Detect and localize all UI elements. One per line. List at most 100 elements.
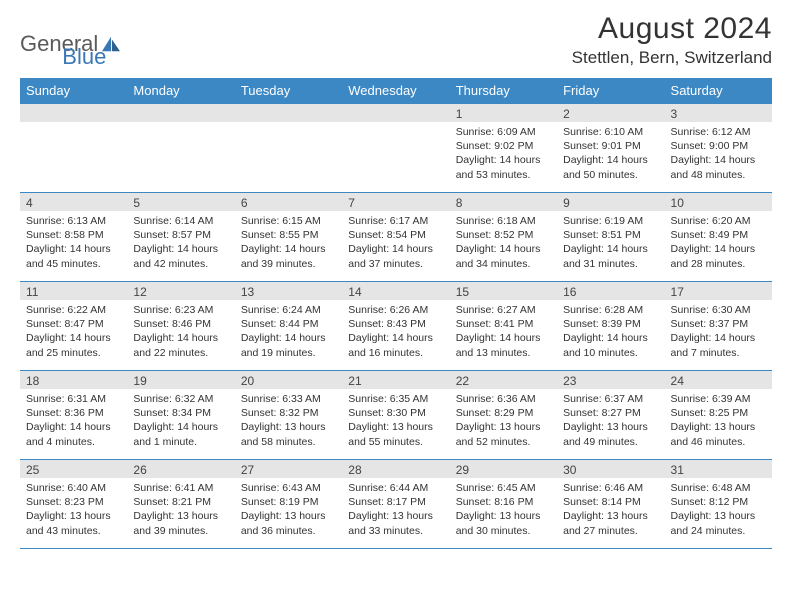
sunset-text: Sunset: 8:49 PM (671, 228, 766, 242)
day-body: Sunrise: 6:39 AMSunset: 8:25 PMDaylight:… (665, 389, 772, 453)
daylight-text: Daylight: 13 hours and 46 minutes. (671, 420, 766, 448)
sunset-text: Sunset: 8:41 PM (456, 317, 551, 331)
sunrise-text: Sunrise: 6:48 AM (671, 481, 766, 495)
daylight-text: Daylight: 14 hours and 34 minutes. (456, 242, 551, 270)
week-row: 25Sunrise: 6:40 AMSunset: 8:23 PMDayligh… (20, 459, 772, 549)
day-body: Sunrise: 6:12 AMSunset: 9:00 PMDaylight:… (665, 122, 772, 186)
day-headers: Sunday Monday Tuesday Wednesday Thursday… (20, 78, 772, 103)
sunrise-text: Sunrise: 6:35 AM (348, 392, 443, 406)
day-cell: 24Sunrise: 6:39 AMSunset: 8:25 PMDayligh… (665, 371, 772, 459)
daylight-text: Daylight: 14 hours and 48 minutes. (671, 153, 766, 181)
day-number: 3 (665, 104, 772, 122)
day-cell: 14Sunrise: 6:26 AMSunset: 8:43 PMDayligh… (342, 282, 449, 370)
sunrise-text: Sunrise: 6:13 AM (26, 214, 121, 228)
sunset-text: Sunset: 8:12 PM (671, 495, 766, 509)
day-body: Sunrise: 6:45 AMSunset: 8:16 PMDaylight:… (450, 478, 557, 542)
sunrise-text: Sunrise: 6:12 AM (671, 125, 766, 139)
day-cell: 11Sunrise: 6:22 AMSunset: 8:47 PMDayligh… (20, 282, 127, 370)
day-cell: 3Sunrise: 6:12 AMSunset: 9:00 PMDaylight… (665, 104, 772, 192)
day-body: Sunrise: 6:41 AMSunset: 8:21 PMDaylight:… (127, 478, 234, 542)
day-number: 23 (557, 371, 664, 389)
sunrise-text: Sunrise: 6:46 AM (563, 481, 658, 495)
daylight-text: Daylight: 14 hours and 13 minutes. (456, 331, 551, 359)
day-number (20, 104, 127, 122)
daylight-text: Daylight: 14 hours and 37 minutes. (348, 242, 443, 270)
day-number: 29 (450, 460, 557, 478)
daylight-text: Daylight: 13 hours and 52 minutes. (456, 420, 551, 448)
day-cell: 18Sunrise: 6:31 AMSunset: 8:36 PMDayligh… (20, 371, 127, 459)
sunrise-text: Sunrise: 6:14 AM (133, 214, 228, 228)
sunrise-text: Sunrise: 6:28 AM (563, 303, 658, 317)
day-cell: 1Sunrise: 6:09 AMSunset: 9:02 PMDaylight… (450, 104, 557, 192)
sunrise-text: Sunrise: 6:41 AM (133, 481, 228, 495)
day-cell: 26Sunrise: 6:41 AMSunset: 8:21 PMDayligh… (127, 460, 234, 548)
day-cell: 20Sunrise: 6:33 AMSunset: 8:32 PMDayligh… (235, 371, 342, 459)
day-number: 28 (342, 460, 449, 478)
day-body (342, 122, 449, 182)
day-number: 6 (235, 193, 342, 211)
sunset-text: Sunset: 8:46 PM (133, 317, 228, 331)
day-body: Sunrise: 6:18 AMSunset: 8:52 PMDaylight:… (450, 211, 557, 275)
day-body: Sunrise: 6:27 AMSunset: 8:41 PMDaylight:… (450, 300, 557, 364)
week-row: 1Sunrise: 6:09 AMSunset: 9:02 PMDaylight… (20, 103, 772, 192)
sunset-text: Sunset: 8:29 PM (456, 406, 551, 420)
day-body: Sunrise: 6:28 AMSunset: 8:39 PMDaylight:… (557, 300, 664, 364)
day-number: 19 (127, 371, 234, 389)
sunrise-text: Sunrise: 6:31 AM (26, 392, 121, 406)
day-cell (127, 104, 234, 192)
day-body: Sunrise: 6:22 AMSunset: 8:47 PMDaylight:… (20, 300, 127, 364)
sunset-text: Sunset: 8:34 PM (133, 406, 228, 420)
day-number: 24 (665, 371, 772, 389)
sunrise-text: Sunrise: 6:27 AM (456, 303, 551, 317)
day-body (127, 122, 234, 182)
sunrise-text: Sunrise: 6:40 AM (26, 481, 121, 495)
day-number: 7 (342, 193, 449, 211)
day-cell (235, 104, 342, 192)
day-number: 14 (342, 282, 449, 300)
sunset-text: Sunset: 8:14 PM (563, 495, 658, 509)
daylight-text: Daylight: 13 hours and 24 minutes. (671, 509, 766, 537)
day-cell: 16Sunrise: 6:28 AMSunset: 8:39 PMDayligh… (557, 282, 664, 370)
day-header-sat: Saturday (665, 78, 772, 103)
sunrise-text: Sunrise: 6:19 AM (563, 214, 658, 228)
sunrise-text: Sunrise: 6:10 AM (563, 125, 658, 139)
sunset-text: Sunset: 8:37 PM (671, 317, 766, 331)
daylight-text: Daylight: 14 hours and 22 minutes. (133, 331, 228, 359)
sunset-text: Sunset: 8:21 PM (133, 495, 228, 509)
daylight-text: Daylight: 13 hours and 43 minutes. (26, 509, 121, 537)
sunset-text: Sunset: 8:54 PM (348, 228, 443, 242)
day-number: 5 (127, 193, 234, 211)
day-cell: 2Sunrise: 6:10 AMSunset: 9:01 PMDaylight… (557, 104, 664, 192)
day-number: 16 (557, 282, 664, 300)
daylight-text: Daylight: 14 hours and 53 minutes. (456, 153, 551, 181)
day-body: Sunrise: 6:17 AMSunset: 8:54 PMDaylight:… (342, 211, 449, 275)
day-cell: 28Sunrise: 6:44 AMSunset: 8:17 PMDayligh… (342, 460, 449, 548)
sunrise-text: Sunrise: 6:22 AM (26, 303, 121, 317)
day-body: Sunrise: 6:24 AMSunset: 8:44 PMDaylight:… (235, 300, 342, 364)
day-number: 15 (450, 282, 557, 300)
sunrise-text: Sunrise: 6:36 AM (456, 392, 551, 406)
logo-word2: Blue (62, 44, 106, 70)
day-number: 21 (342, 371, 449, 389)
daylight-text: Daylight: 13 hours and 58 minutes. (241, 420, 336, 448)
day-body: Sunrise: 6:35 AMSunset: 8:30 PMDaylight:… (342, 389, 449, 453)
day-number: 12 (127, 282, 234, 300)
sunset-text: Sunset: 8:51 PM (563, 228, 658, 242)
day-number: 13 (235, 282, 342, 300)
day-number: 8 (450, 193, 557, 211)
day-number: 25 (20, 460, 127, 478)
day-body: Sunrise: 6:09 AMSunset: 9:02 PMDaylight:… (450, 122, 557, 186)
day-number (342, 104, 449, 122)
day-body: Sunrise: 6:23 AMSunset: 8:46 PMDaylight:… (127, 300, 234, 364)
day-cell: 7Sunrise: 6:17 AMSunset: 8:54 PMDaylight… (342, 193, 449, 281)
daylight-text: Daylight: 14 hours and 39 minutes. (241, 242, 336, 270)
calendar: Sunday Monday Tuesday Wednesday Thursday… (20, 78, 772, 549)
day-body: Sunrise: 6:36 AMSunset: 8:29 PMDaylight:… (450, 389, 557, 453)
day-body (235, 122, 342, 182)
sunrise-text: Sunrise: 6:37 AM (563, 392, 658, 406)
location: Stettlen, Bern, Switzerland (572, 48, 772, 68)
day-body: Sunrise: 6:43 AMSunset: 8:19 PMDaylight:… (235, 478, 342, 542)
day-header-sun: Sunday (20, 78, 127, 103)
sunset-text: Sunset: 8:52 PM (456, 228, 551, 242)
day-header-tue: Tuesday (235, 78, 342, 103)
